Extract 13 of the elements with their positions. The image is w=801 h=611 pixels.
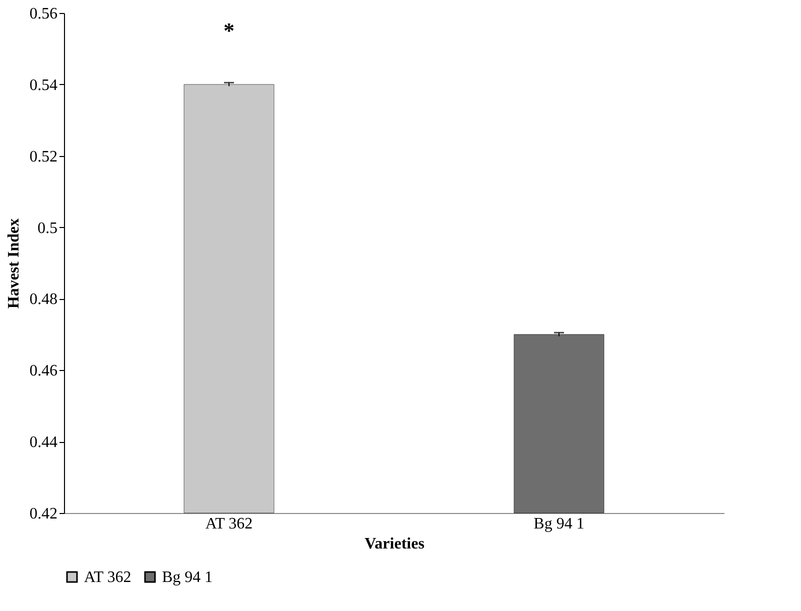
y-tick-label: 0.48 [30,291,58,308]
y-tick-label: 0.56 [30,6,58,22]
annotation: * [224,18,234,43]
y-tick-label: 0.44 [30,434,58,452]
y-tick-label: 0.46 [30,362,58,380]
y-tick-label: 0.54 [30,76,58,94]
x-axis-title: Varieties [364,536,424,552]
legend-label: AT 362 [84,569,132,586]
y-tick-label: 0.42 [30,506,58,522]
y-axis-title: Havest Index [6,218,22,309]
y-tick-label: 0.52 [30,148,58,166]
y-tick-label: 0.5 [38,220,58,237]
legend-label: Bg 94 1 [162,569,213,586]
